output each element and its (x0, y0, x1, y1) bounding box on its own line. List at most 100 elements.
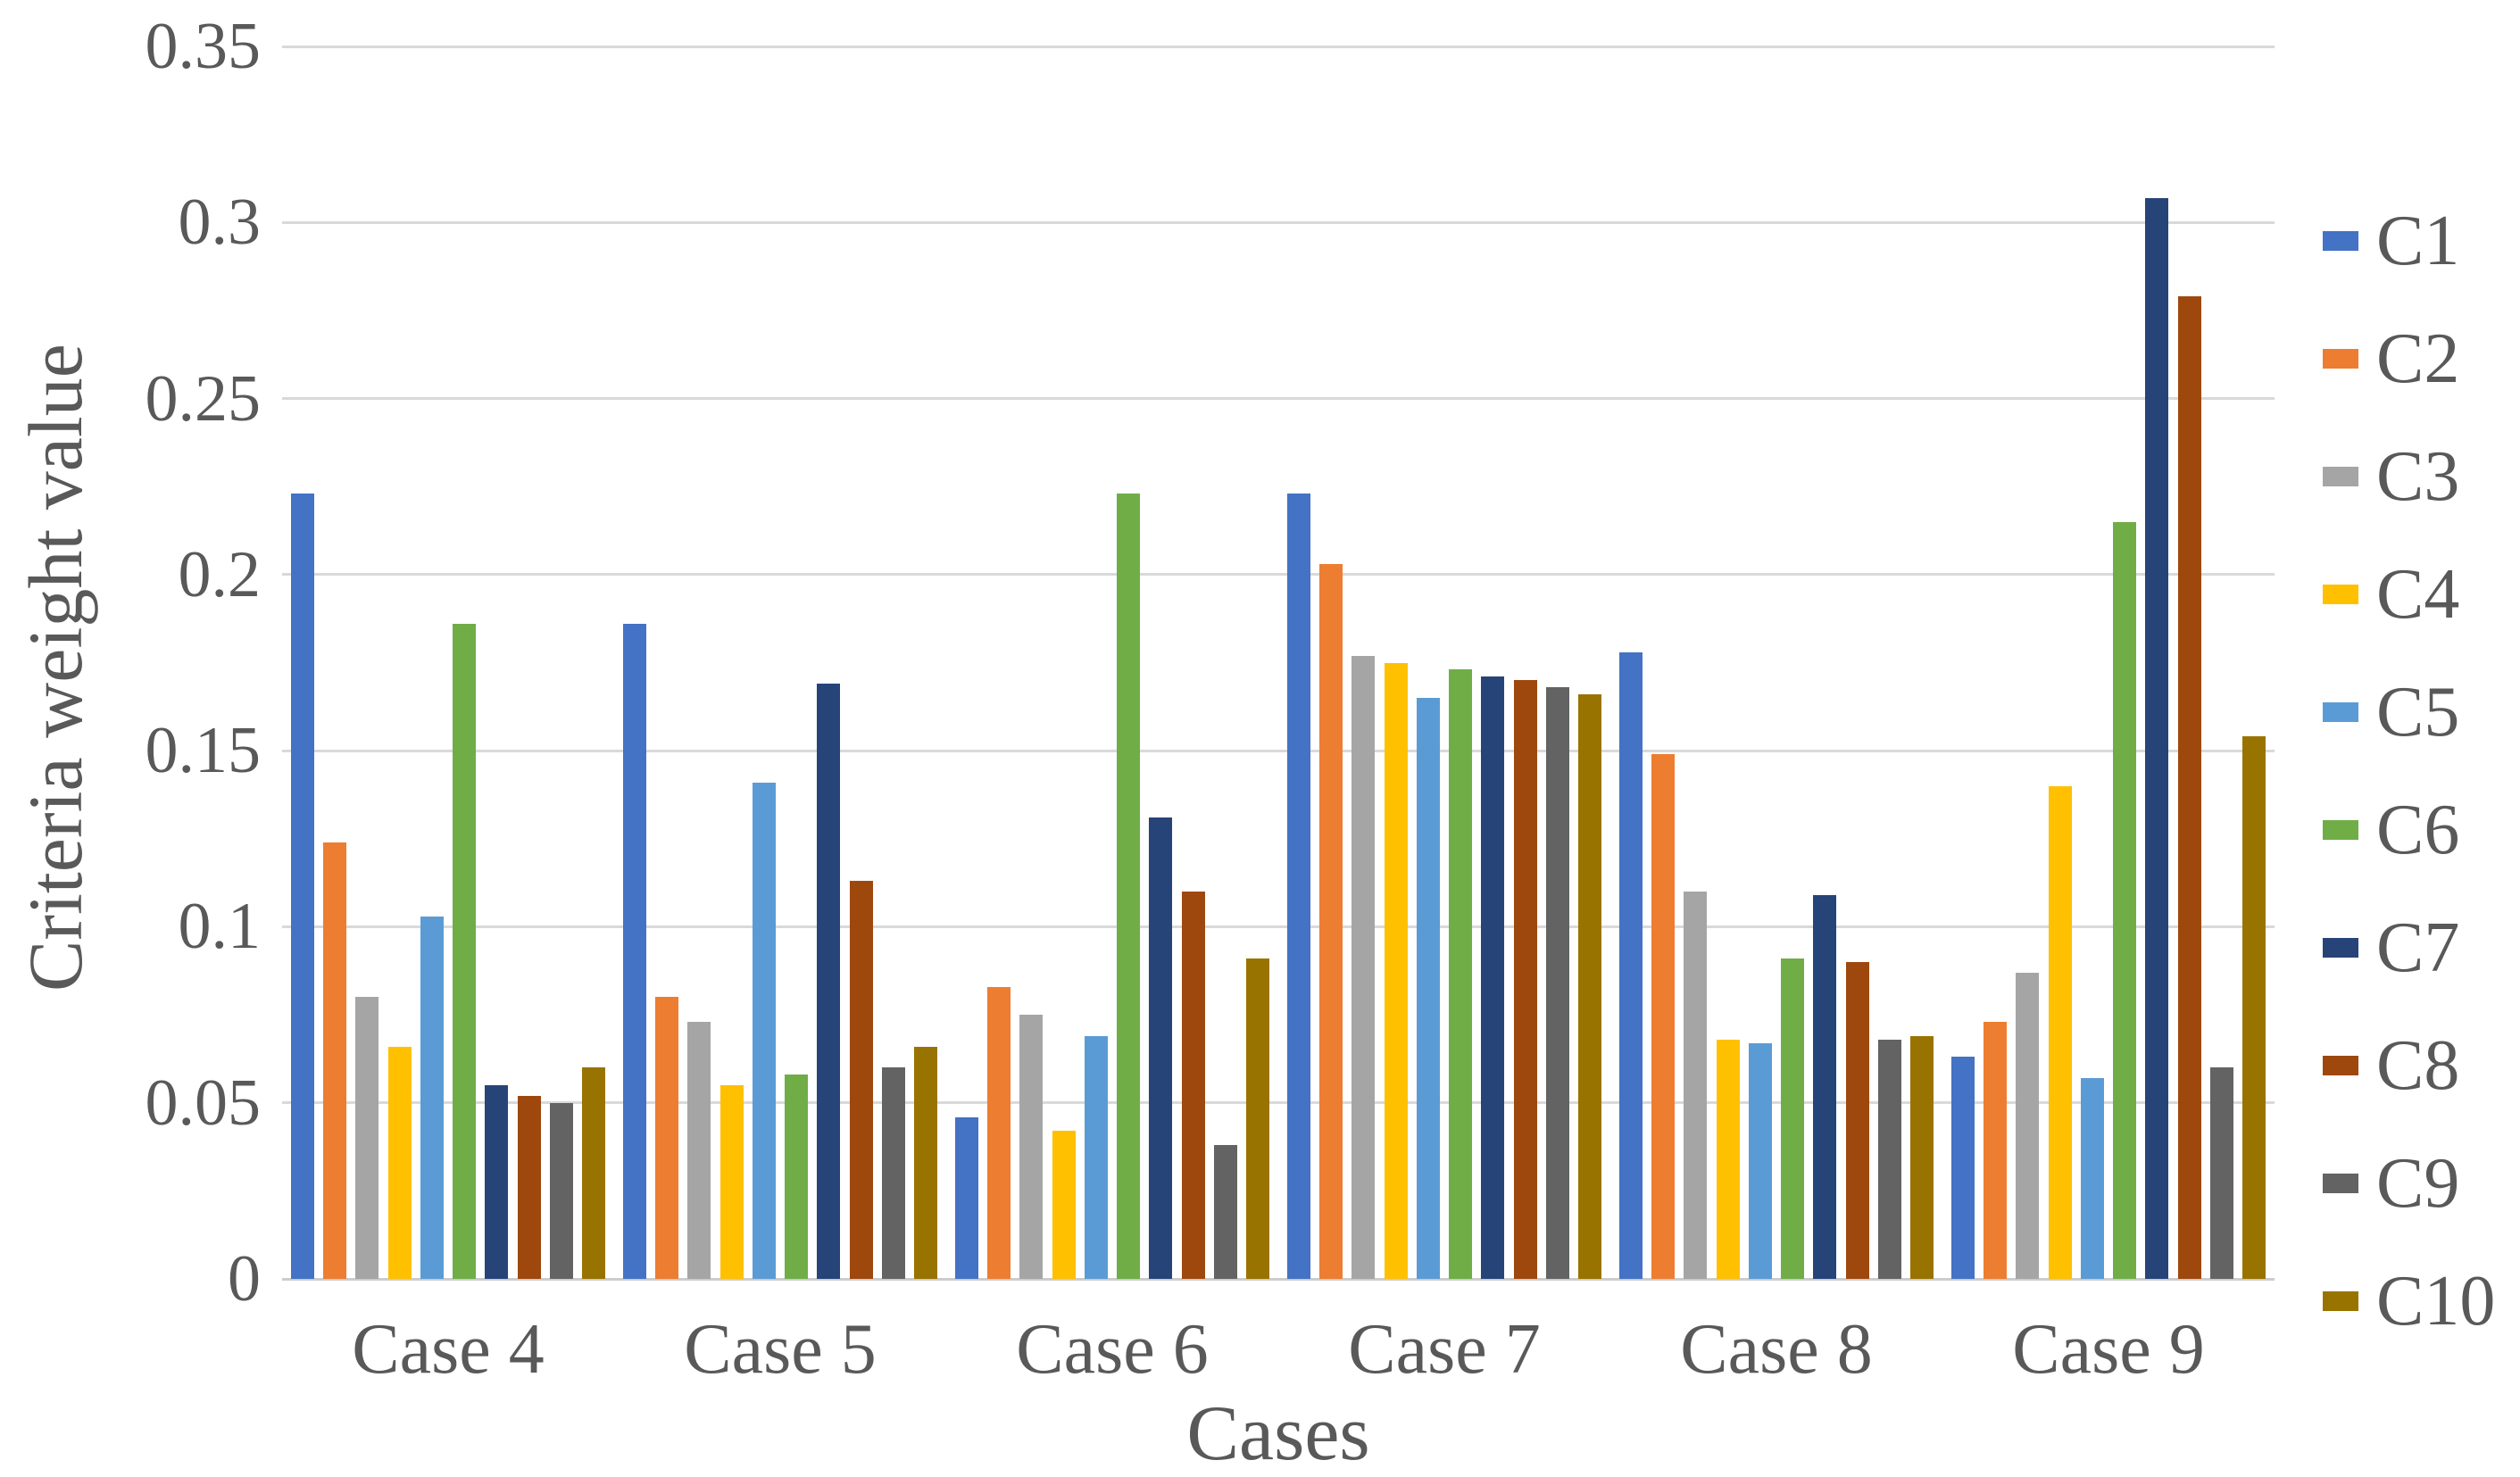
bar-c5-case-5 (752, 782, 776, 1279)
legend-label: C8 (2376, 1025, 2460, 1105)
gridline (282, 1277, 2275, 1281)
bar-c4-case-8 (1716, 1039, 1740, 1279)
y-tick-label: 0.1 (178, 890, 262, 964)
legend-item-c8: C8 (2323, 1007, 2495, 1124)
legend-label: C10 (2376, 1261, 2496, 1340)
bar-c6-case-6 (1117, 494, 1141, 1279)
bar-c8-case-9 (2177, 296, 2201, 1279)
legend-item-c1: C1 (2323, 182, 2495, 300)
bar-c6-case-9 (2113, 521, 2137, 1279)
bar-c5-case-6 (1084, 1035, 1108, 1279)
bar-c10-case-8 (1909, 1035, 1934, 1279)
y-tick-label: 0.15 (145, 714, 262, 788)
bar-group-case-8 (1619, 46, 1934, 1279)
x-category-label: Case 8 (1680, 1310, 1873, 1389)
bar-c4-case-9 (2048, 785, 2072, 1279)
bar-c1-case-7 (1287, 494, 1310, 1279)
gridline (282, 573, 2275, 577)
bar-c3-case-4 (355, 997, 379, 1279)
legend-item-c2: C2 (2323, 300, 2495, 418)
legend-label: C7 (2376, 908, 2460, 987)
bar-c8-case-7 (1513, 680, 1537, 1279)
bar-c2-case-4 (323, 842, 347, 1279)
plot-area (282, 45, 2275, 1281)
bar-c8-case-6 (1181, 891, 1205, 1279)
bar-c1-case-8 (1619, 651, 1643, 1279)
legend-item-c3: C3 (2323, 418, 2495, 535)
y-tick-label: 0.25 (145, 361, 262, 436)
bar-c1-case-4 (291, 494, 314, 1279)
legend-marker-icon (2323, 820, 2358, 840)
gridline (282, 397, 2275, 401)
bar-c9-case-4 (549, 1102, 573, 1279)
x-axis-title: Cases (1186, 1390, 1370, 1477)
x-category-label: Case 5 (684, 1310, 877, 1389)
legend-item-c7: C7 (2323, 889, 2495, 1007)
legend-marker-icon (2323, 702, 2358, 722)
bar-group-case-7 (1287, 46, 1601, 1279)
bar-c7-case-5 (817, 684, 841, 1279)
bar-c4-case-4 (387, 1046, 412, 1279)
bar-group-case-5 (623, 46, 937, 1279)
bar-c9-case-6 (1213, 1145, 1237, 1279)
bar-c4-case-6 (1052, 1131, 1076, 1279)
legend-item-c9: C9 (2323, 1124, 2495, 1242)
gridline (282, 220, 2275, 224)
bar-c3-case-7 (1351, 655, 1376, 1279)
legend-label: C2 (2376, 319, 2460, 398)
bar-c7-case-8 (1813, 894, 1837, 1279)
legend-item-c5: C5 (2323, 653, 2495, 771)
bar-c10-case-7 (1577, 694, 1601, 1279)
legend: C1 C2 C3 C4 C5 C6 C7 C8 C9 C10 (2323, 182, 2495, 1360)
legend-marker-icon (2323, 1174, 2358, 1193)
x-category-label: Case 7 (1348, 1310, 1541, 1389)
legend-item-c4: C4 (2323, 535, 2495, 653)
gridline (282, 1101, 2275, 1105)
bar-c3-case-9 (2016, 972, 2040, 1279)
bar-c1-case-6 (955, 1116, 978, 1279)
bar-c3-case-6 (1019, 1015, 1044, 1279)
bar-c4-case-5 (719, 1085, 744, 1279)
gridline (282, 45, 2275, 48)
bar-c1-case-5 (623, 624, 646, 1279)
bar-c7-case-9 (2145, 197, 2169, 1279)
bar-c2-case-9 (1984, 1021, 2008, 1279)
bar-c10-case-9 (2241, 736, 2266, 1279)
y-tick-label: 0.35 (145, 10, 262, 83)
legend-marker-icon (2323, 231, 2358, 251)
bar-c8-case-5 (849, 881, 873, 1279)
bar-group-case-4 (291, 46, 605, 1279)
bar-c4-case-7 (1384, 662, 1408, 1279)
bar-group-case-6 (955, 46, 1269, 1279)
bar-c10-case-4 (581, 1067, 605, 1279)
bar-c6-case-7 (1449, 669, 1473, 1279)
legend-label: C9 (2376, 1143, 2460, 1223)
bar-c5-case-8 (1748, 1042, 1772, 1279)
legend-marker-icon (2323, 349, 2358, 369)
legend-label: C5 (2376, 672, 2460, 751)
bar-c5-case-9 (2080, 1078, 2104, 1279)
gridline (282, 749, 2275, 752)
legend-marker-icon (2323, 1056, 2358, 1075)
bar-c6-case-5 (785, 1075, 809, 1279)
bar-c10-case-6 (1245, 958, 1269, 1279)
bar-c3-case-5 (687, 1021, 711, 1279)
y-tick-label: 0.05 (145, 1066, 262, 1140)
y-tick-label: 0 (228, 1242, 261, 1315)
legend-marker-icon (2323, 1291, 2358, 1311)
bar-c9-case-7 (1545, 687, 1569, 1279)
legend-item-c6: C6 (2323, 771, 2495, 889)
x-category-label: Case 6 (1016, 1310, 1209, 1389)
bar-group-case-9 (1951, 46, 2266, 1279)
legend-item-c10: C10 (2323, 1242, 2495, 1360)
x-category-label: Case 4 (352, 1310, 545, 1389)
bar-c8-case-8 (1845, 961, 1869, 1279)
bar-c5-case-7 (1416, 697, 1440, 1279)
bar-c3-case-8 (1684, 891, 1708, 1279)
bar-c7-case-4 (485, 1085, 509, 1279)
bar-c9-case-8 (1877, 1039, 1901, 1279)
bar-c1-case-9 (1951, 1057, 1975, 1279)
bar-c5-case-4 (420, 916, 444, 1279)
legend-label: C4 (2376, 554, 2460, 634)
